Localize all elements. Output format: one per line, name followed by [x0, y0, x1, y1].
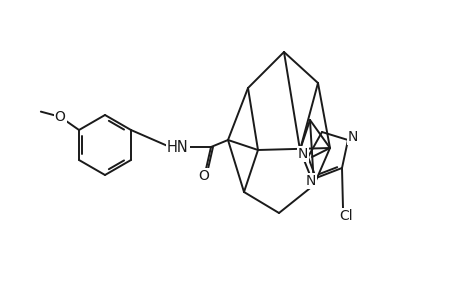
Text: O: O: [55, 110, 66, 124]
Text: N: N: [297, 147, 308, 161]
Text: HN: HN: [167, 140, 189, 154]
Text: Cl: Cl: [338, 209, 352, 223]
Text: N: N: [347, 130, 358, 144]
Text: N: N: [305, 174, 315, 188]
Text: O: O: [198, 169, 209, 183]
